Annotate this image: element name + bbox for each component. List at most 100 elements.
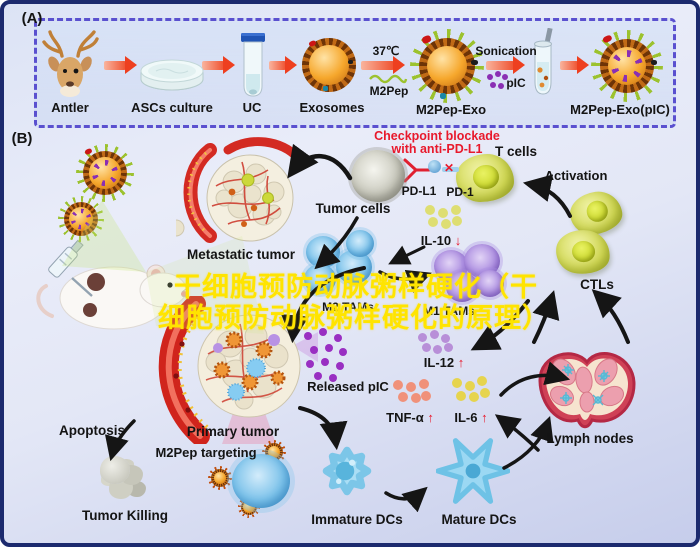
t-cell-illustration <box>456 154 514 202</box>
label-il12: IL-12 ↑ <box>424 355 464 370</box>
m2pep-exo-icon <box>410 29 484 103</box>
exosome-accent <box>439 93 446 99</box>
label-t-cells: T cells <box>494 144 538 159</box>
il10-name: IL-10 <box>420 233 452 248</box>
m1-tam-cell <box>446 272 478 302</box>
exosome-accent <box>323 86 328 91</box>
antler-deer-icon <box>42 30 99 97</box>
intratumoral-exosomes <box>213 331 286 391</box>
targeted-macrophage-illustration <box>232 454 290 508</box>
exosome-core <box>213 471 227 485</box>
m2pep-exo-pic-particle <box>58 196 104 242</box>
label-il6: IL-6 ↑ <box>454 410 487 425</box>
tumor-cell-illustration <box>351 150 405 202</box>
pd-l1-molecule-icon <box>428 160 441 173</box>
tnf-name: TNF-α <box>386 410 424 425</box>
label-il10: IL-10 ↓ <box>421 233 461 248</box>
checkpoint-blockade-line1: Checkpoint blockade <box>374 129 500 143</box>
il6-arrow: ↑ <box>481 410 488 425</box>
petri-dish-icon <box>140 59 204 91</box>
flow-arrow <box>486 56 525 74</box>
targeting-exosome-icon <box>208 466 232 490</box>
pic-dots <box>487 74 493 80</box>
sonication-tube-icon <box>534 28 553 95</box>
checkpoint-blockade-line2: with anti-PD-L1 <box>391 142 483 156</box>
m2pep-exo-pic-particle <box>76 144 134 202</box>
label-exosomes: Exosomes <box>299 100 365 115</box>
flow-arrow <box>202 56 235 74</box>
label-primary-tumor: Primary tumor <box>186 424 280 439</box>
label-uc: UC <box>242 100 262 115</box>
ctl-nucleus <box>571 239 596 263</box>
anti-pd-l1-antibody-icon <box>403 158 431 183</box>
ctl-nucleus <box>585 199 610 224</box>
label-m2pep-targeting: M2Pep targeting <box>155 445 257 460</box>
ctl-cell-illustration <box>553 227 613 277</box>
primary-tumor-illustration <box>158 296 318 444</box>
syringe-icon <box>48 239 93 297</box>
il12-dots <box>418 333 427 342</box>
label-tumor-cells: Tumor cells <box>315 201 391 216</box>
exosome-icon <box>300 36 358 94</box>
exosome-core <box>243 501 255 513</box>
flow-arrow <box>361 56 405 74</box>
il6-dots <box>452 378 462 388</box>
pic-cargo-dots <box>609 48 645 84</box>
label-ctls: CTLs <box>580 277 614 292</box>
label-antler: Antler <box>51 100 89 115</box>
label-immature-dcs: Immature DCs <box>311 512 403 527</box>
mouse-spot <box>87 273 105 291</box>
label-lymph-nodes: Lymph nodes <box>546 431 634 446</box>
mouse-illustration <box>36 239 190 330</box>
mature-dc-illustration <box>436 438 510 504</box>
arrow-activation <box>522 174 572 218</box>
blocked-x-icon: ✕ <box>444 161 455 175</box>
mouse-tail <box>36 284 54 318</box>
m1-tam-cell <box>476 270 504 297</box>
mouse-spot <box>83 303 97 317</box>
exosome-accent <box>471 60 479 66</box>
il12-name: IL-12 <box>423 355 455 370</box>
apoptotic-cell-illustration <box>100 456 130 484</box>
arrow-lymph-to-ctls <box>591 289 630 344</box>
watermark-line2: 细胞预防动脉粥样硬化的原理） <box>158 303 550 333</box>
panel-b-tag: (B) <box>11 130 33 147</box>
label-ascs-culture: ASCs culture <box>131 100 213 115</box>
immature-dc-illustration <box>322 446 372 496</box>
t-cell-nucleus <box>473 164 499 189</box>
label-m1-tams: M1 TAMs <box>423 304 475 318</box>
exosome-core <box>427 46 467 86</box>
pic-release-beam <box>292 332 318 362</box>
label-apoptosis: Apoptosis <box>59 423 125 438</box>
il10-arrow: ↓ <box>454 233 462 248</box>
m2-tam-cell <box>306 236 340 268</box>
pd-1-molecule-icon <box>442 167 459 172</box>
label-m2pep-exo-pic: M2Pep-Exo(pIC) <box>570 102 670 117</box>
label-mature-dcs: Mature DCs <box>441 512 517 527</box>
il12-arrow: ↑ <box>457 355 465 370</box>
flow-arrow <box>560 56 589 74</box>
il6-name: IL-6 <box>454 410 478 425</box>
m2pep-annotation: M2Pep <box>369 84 409 98</box>
pic-annotation: pIC <box>506 76 526 90</box>
label-tnf: TNF-α ↑ <box>386 410 434 425</box>
lymph-nodes-illustration <box>538 352 636 429</box>
arrow-immature-to-mature-dc <box>384 486 428 513</box>
metastatic-tumor-illustration <box>176 137 302 243</box>
label-pd-l1: PD-L1 <box>401 184 437 198</box>
exosome-core <box>309 45 349 85</box>
flow-arrow <box>269 56 297 74</box>
m2pep-squiggle-icon <box>369 74 408 84</box>
label-tumor-killing: Tumor Killing <box>82 508 168 523</box>
tnf-dots <box>393 380 403 390</box>
label-activation: Activation <box>544 168 608 183</box>
uc-tube-icon <box>241 33 265 97</box>
panel-a-tag: (A) <box>21 10 43 27</box>
exosome-accent <box>650 60 658 66</box>
pic-cargo-dots <box>91 159 119 187</box>
label-released-pic: Released pIC <box>307 379 389 394</box>
pic-cargo-dots <box>69 207 93 231</box>
m2pep-exo-pic-icon <box>591 30 663 102</box>
label-pd-1: PD-1 <box>446 185 474 199</box>
